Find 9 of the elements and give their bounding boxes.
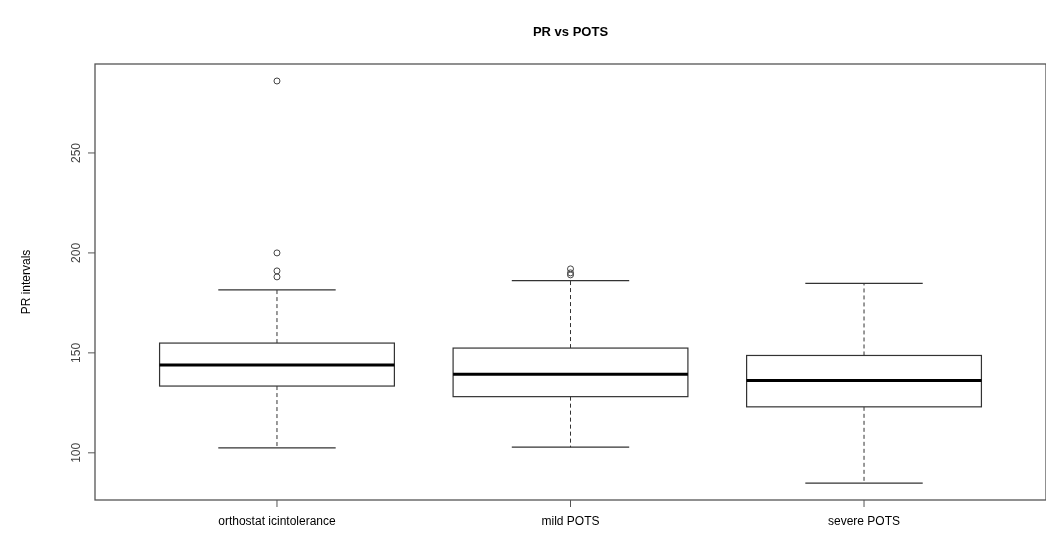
y-tick-label: 100 xyxy=(69,442,84,463)
y-tick-label: 200 xyxy=(69,242,84,263)
y-axis-title: PR intervals xyxy=(19,249,33,315)
x-tick-label: severe POTS xyxy=(828,514,901,528)
x-tick-label: mild POTS xyxy=(541,514,600,528)
x-tick-label: orthostat icintolerance xyxy=(218,514,336,528)
y-tick-label: 150 xyxy=(69,342,84,363)
y-tick-label: 250 xyxy=(69,142,84,163)
chart-title: PR vs POTS xyxy=(532,24,609,39)
